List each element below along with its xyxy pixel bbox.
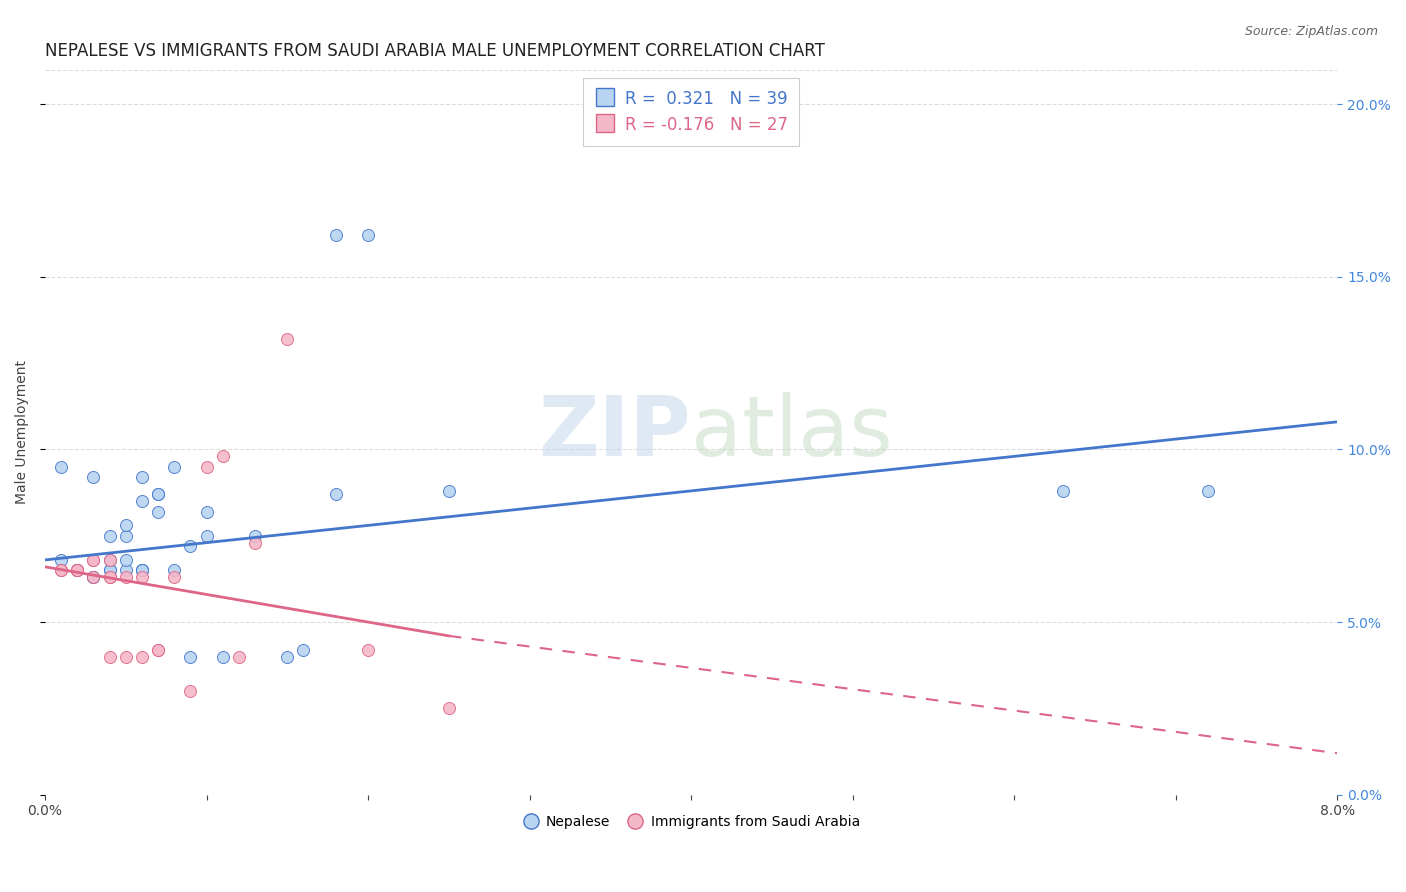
- Point: [325, 228, 347, 243]
- Point: [114, 649, 136, 664]
- Legend: Nepalese, Immigrants from Saudi Arabia: Nepalese, Immigrants from Saudi Arabia: [517, 810, 866, 835]
- Point: [195, 505, 218, 519]
- Point: [1197, 483, 1219, 498]
- Point: [146, 642, 169, 657]
- Point: [66, 563, 89, 577]
- Point: [131, 563, 153, 577]
- Point: [179, 649, 201, 664]
- Point: [49, 563, 72, 577]
- Point: [179, 539, 201, 553]
- Point: [163, 563, 186, 577]
- Point: [146, 505, 169, 519]
- Point: [66, 563, 89, 577]
- Point: [66, 563, 89, 577]
- Point: [211, 649, 233, 664]
- Point: [276, 649, 298, 664]
- Point: [82, 570, 104, 584]
- Point: [131, 563, 153, 577]
- Text: atlas: atlas: [692, 392, 893, 473]
- Point: [98, 570, 121, 584]
- Point: [131, 649, 153, 664]
- Point: [114, 529, 136, 543]
- Point: [131, 470, 153, 484]
- Point: [98, 649, 121, 664]
- Point: [195, 459, 218, 474]
- Point: [82, 553, 104, 567]
- Point: [98, 563, 121, 577]
- Point: [98, 529, 121, 543]
- Point: [98, 563, 121, 577]
- Point: [228, 649, 250, 664]
- Point: [243, 535, 266, 549]
- Point: [114, 553, 136, 567]
- Text: Source: ZipAtlas.com: Source: ZipAtlas.com: [1244, 25, 1378, 38]
- Point: [211, 450, 233, 464]
- Y-axis label: Male Unemployment: Male Unemployment: [15, 360, 30, 504]
- Point: [114, 563, 136, 577]
- Point: [82, 470, 104, 484]
- Point: [146, 487, 169, 501]
- Point: [82, 570, 104, 584]
- Point: [357, 642, 380, 657]
- Point: [49, 553, 72, 567]
- Point: [195, 529, 218, 543]
- Point: [66, 563, 89, 577]
- Point: [437, 701, 460, 715]
- Point: [49, 563, 72, 577]
- Point: [357, 228, 380, 243]
- Point: [437, 483, 460, 498]
- Point: [163, 570, 186, 584]
- Point: [243, 529, 266, 543]
- Point: [131, 570, 153, 584]
- Point: [98, 553, 121, 567]
- Point: [114, 518, 136, 533]
- Point: [163, 459, 186, 474]
- Point: [1052, 483, 1074, 498]
- Text: NEPALESE VS IMMIGRANTS FROM SAUDI ARABIA MALE UNEMPLOYMENT CORRELATION CHART: NEPALESE VS IMMIGRANTS FROM SAUDI ARABIA…: [45, 42, 825, 60]
- Point: [131, 494, 153, 508]
- Point: [66, 563, 89, 577]
- Text: ZIP: ZIP: [538, 392, 692, 473]
- Point: [114, 570, 136, 584]
- Point: [131, 563, 153, 577]
- Point: [276, 332, 298, 346]
- Point: [82, 553, 104, 567]
- Point: [146, 642, 169, 657]
- Point: [292, 642, 315, 657]
- Point: [98, 553, 121, 567]
- Point: [179, 684, 201, 698]
- Point: [49, 459, 72, 474]
- Point: [82, 570, 104, 584]
- Point: [98, 570, 121, 584]
- Point: [146, 487, 169, 501]
- Point: [325, 487, 347, 501]
